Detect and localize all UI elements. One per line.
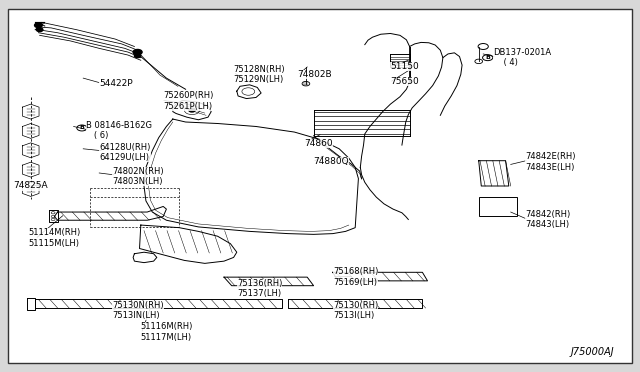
Circle shape xyxy=(134,54,141,58)
Circle shape xyxy=(133,49,142,55)
Text: B 08146-B162G
   ( 6): B 08146-B162G ( 6) xyxy=(86,121,152,140)
Text: 74802N(RH)
74803N(LH): 74802N(RH) 74803N(LH) xyxy=(112,167,164,186)
Text: 75260P(RH)
75261P(LH): 75260P(RH) 75261P(LH) xyxy=(163,92,214,111)
Text: 75136(RH)
75137(LH): 75136(RH) 75137(LH) xyxy=(237,279,282,298)
Text: 74860: 74860 xyxy=(304,139,333,148)
Text: 64128U(RH)
64129U(LH): 64128U(RH) 64129U(LH) xyxy=(99,143,150,162)
Text: 74842E(RH)
74843E(LH): 74842E(RH) 74843E(LH) xyxy=(525,152,575,171)
Circle shape xyxy=(36,28,43,32)
Text: 75650: 75650 xyxy=(390,77,419,86)
Text: 75130N(RH)
7513IN(LH): 75130N(RH) 7513IN(LH) xyxy=(112,301,164,320)
Text: B: B xyxy=(485,55,490,60)
Text: 74842(RH)
74843(LH): 74842(RH) 74843(LH) xyxy=(525,210,570,229)
Bar xyxy=(479,197,517,216)
Text: 51150: 51150 xyxy=(390,62,419,71)
Text: 75168(RH)
75169(LH): 75168(RH) 75169(LH) xyxy=(333,267,378,287)
Text: B: B xyxy=(79,125,84,131)
Text: 74825A: 74825A xyxy=(13,182,47,190)
Text: J75000AJ: J75000AJ xyxy=(571,347,614,357)
Text: DB137-0201A
    ( 4): DB137-0201A ( 4) xyxy=(493,48,551,67)
Circle shape xyxy=(35,23,42,28)
Circle shape xyxy=(189,108,195,112)
Text: 74880Q: 74880Q xyxy=(314,157,349,166)
Text: 54422P: 54422P xyxy=(99,79,133,88)
Text: 51116M(RH)
51117M(LH): 51116M(RH) 51117M(LH) xyxy=(141,322,193,341)
Text: 51114M(RH)
51115M(LH): 51114M(RH) 51115M(LH) xyxy=(29,228,81,248)
Text: 75128N(RH)
75129N(LH): 75128N(RH) 75129N(LH) xyxy=(234,65,285,84)
Text: 75130(RH)
7513I(LH): 75130(RH) 7513I(LH) xyxy=(333,301,378,320)
Text: 74802B: 74802B xyxy=(298,70,332,79)
